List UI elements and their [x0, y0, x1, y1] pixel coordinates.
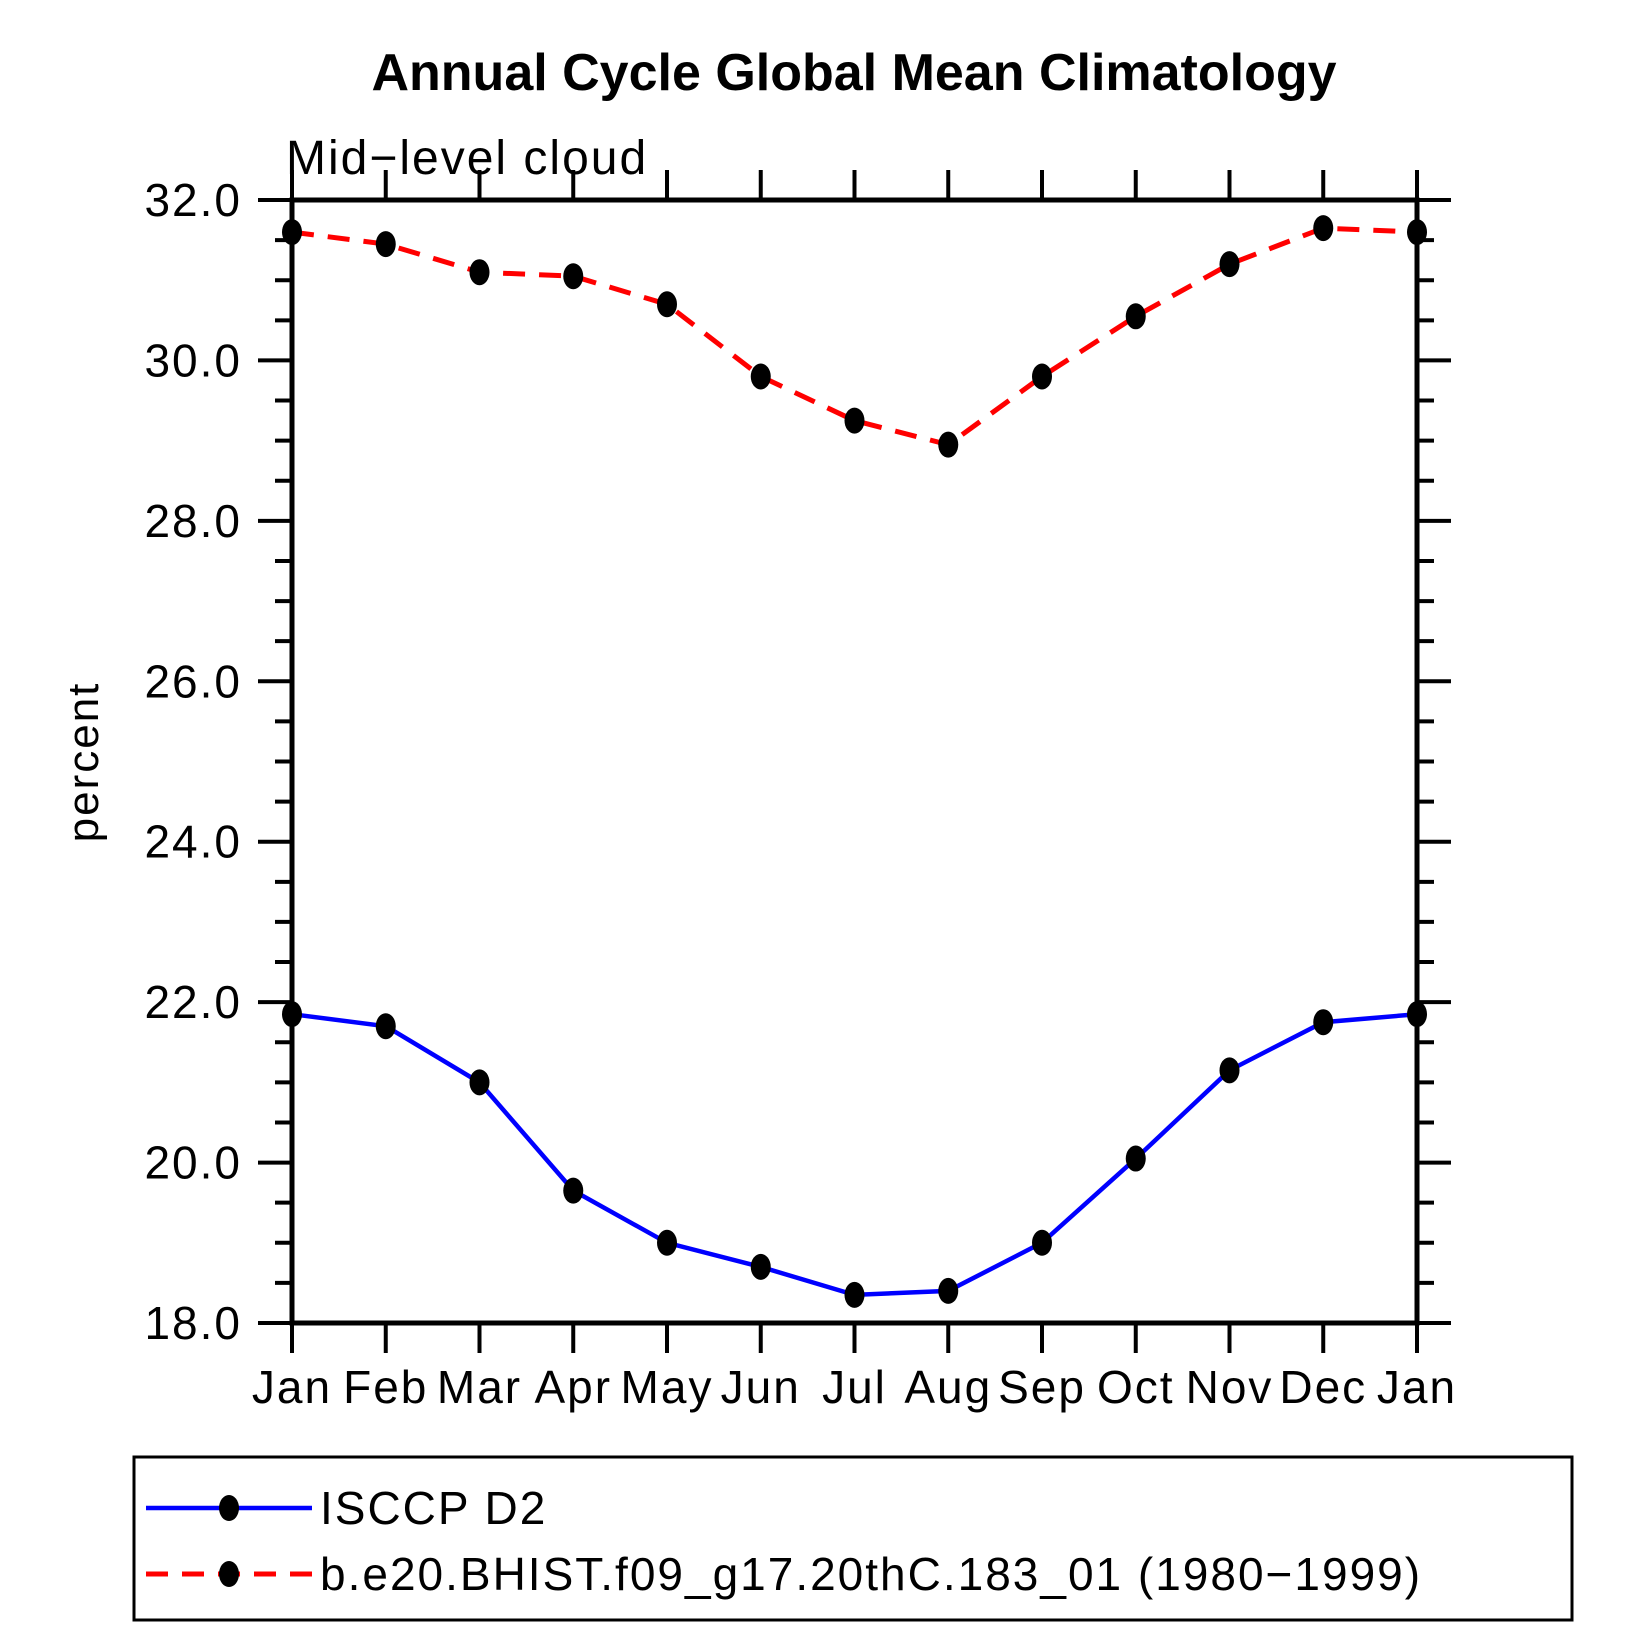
- data-point-marker: [563, 263, 584, 290]
- chart-title: Annual Cycle Global Mean Climatology: [371, 44, 1336, 102]
- data-point-marker: [1032, 363, 1052, 390]
- data-point-marker: [282, 1001, 302, 1028]
- legend-frame: [132, 1455, 1574, 1622]
- x-tick-label: Aug: [904, 1361, 992, 1413]
- data-point-marker: [563, 1177, 584, 1204]
- x-tick-label: Feb: [343, 1361, 428, 1413]
- x-tick-label: Jan: [252, 1361, 332, 1413]
- data-point-marker: [282, 219, 302, 246]
- x-tick-label: Oct: [1097, 1361, 1175, 1413]
- plot-frame: [289, 197, 1420, 1326]
- x-tick-label: Jul: [822, 1361, 887, 1413]
- x-tick-label: Apr: [534, 1361, 612, 1413]
- data-point-marker: [938, 1277, 959, 1304]
- data-point-marker: [375, 1013, 396, 1040]
- data-point-marker: [1313, 215, 1334, 242]
- data-point-marker: [375, 231, 396, 258]
- legend-marker: [219, 1561, 239, 1587]
- y-tick-label: 22.0: [144, 976, 242, 1028]
- x-tick-label: Nov: [1186, 1361, 1274, 1413]
- data-point-marker: [1313, 1009, 1334, 1036]
- y-axis-label: percent: [59, 682, 108, 843]
- y-tick-label: 18.0: [144, 1297, 242, 1349]
- x-tick-label: Sep: [998, 1361, 1086, 1413]
- data-point-marker: [657, 291, 677, 318]
- data-point-marker: [750, 1253, 771, 1280]
- data-point-marker: [1125, 1145, 1146, 1172]
- x-tick-label: Dec: [1279, 1361, 1367, 1413]
- chart-subtitle: Mid−level cloud: [286, 132, 648, 185]
- legend-marker: [219, 1495, 239, 1521]
- x-tick-label: Mar: [437, 1361, 522, 1413]
- y-tick-label: 26.0: [144, 655, 242, 707]
- data-point-marker: [844, 1281, 865, 1308]
- data-point-marker: [1407, 219, 1427, 246]
- legend-box: ISCCP D2 b.e20.BHIST.f09_g17.20thC.183_01…: [132, 1455, 1574, 1622]
- y-tick-label: 30.0: [144, 334, 242, 386]
- data-point-marker: [1125, 303, 1146, 330]
- data-point-marker: [938, 431, 959, 458]
- y-tick-label: 28.0: [144, 495, 242, 547]
- legend-label-1: b.e20.BHIST.f09_g17.20thC.183_01 (1980−1…: [320, 1548, 1422, 1600]
- x-tick-label: Jun: [721, 1361, 801, 1413]
- data-point-marker: [657, 1229, 677, 1256]
- legend-label-0: ISCCP D2: [320, 1482, 547, 1534]
- data-point-marker: [1032, 1229, 1052, 1256]
- y-tick-label: 24.0: [144, 816, 242, 868]
- series-line-0: [291, 1011, 1418, 1298]
- x-tick-label: Jan: [1377, 1361, 1457, 1413]
- data-point-marker: [1219, 251, 1240, 278]
- data-point-marker: [469, 1069, 490, 1096]
- data-point-marker: [1219, 1057, 1240, 1084]
- data-point-marker: [844, 407, 865, 434]
- data-point-marker: [750, 363, 771, 390]
- x-tick-label: May: [621, 1361, 714, 1413]
- y-tick-label: 20.0: [144, 1137, 242, 1189]
- y-tick-label: 32.0: [144, 174, 242, 226]
- data-point-marker: [1407, 1001, 1427, 1028]
- data-point-marker: [469, 259, 490, 286]
